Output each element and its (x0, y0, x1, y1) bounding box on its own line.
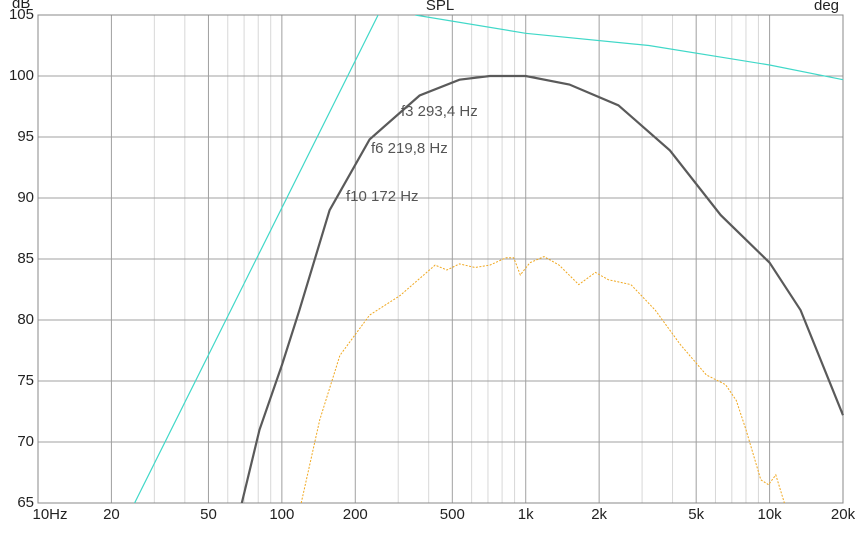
series-line (415, 15, 844, 81)
y-tick-label: 105 (9, 6, 34, 23)
annotation: f6 219,8 Hz (371, 140, 448, 157)
y-axis-label: dB (12, 0, 30, 12)
series-line (134, 15, 379, 503)
x-tick-label: 500 (440, 506, 465, 523)
y-tick-label: 95 (17, 128, 34, 145)
y2-axis-label: deg (814, 0, 839, 14)
y-tick-label: 80 (17, 311, 34, 328)
annotation: f3 293,4 Hz (401, 103, 478, 120)
x-tick-label: 20k (831, 506, 856, 523)
y-tick-label: 65 (17, 494, 34, 511)
y-tick-label: 100 (9, 67, 34, 84)
x-tick-label: 10k (757, 506, 782, 523)
y-tick-label: 85 (17, 250, 34, 267)
x-tick-label: 1k (518, 506, 534, 523)
plot-area (134, 15, 844, 503)
series-line (300, 256, 785, 503)
annotation: f10 172 Hz (346, 188, 419, 205)
chart-title: SPL (426, 0, 454, 14)
x-tick-label: 200 (343, 506, 368, 523)
x-tick-label: 100 (269, 506, 294, 523)
series-line (240, 74, 844, 503)
x-tick-label: 20 (103, 506, 120, 523)
x-tick-label: 5k (688, 506, 704, 523)
x-tick-label: 2k (591, 506, 607, 523)
plot-border (37, 14, 844, 504)
x-tick-label: 50 (200, 506, 217, 523)
y-tick-label: 90 (17, 189, 34, 206)
y-tick-label: 70 (17, 433, 34, 450)
y-tick-label: 75 (17, 372, 34, 389)
x-tick-label: 10Hz (32, 506, 67, 523)
